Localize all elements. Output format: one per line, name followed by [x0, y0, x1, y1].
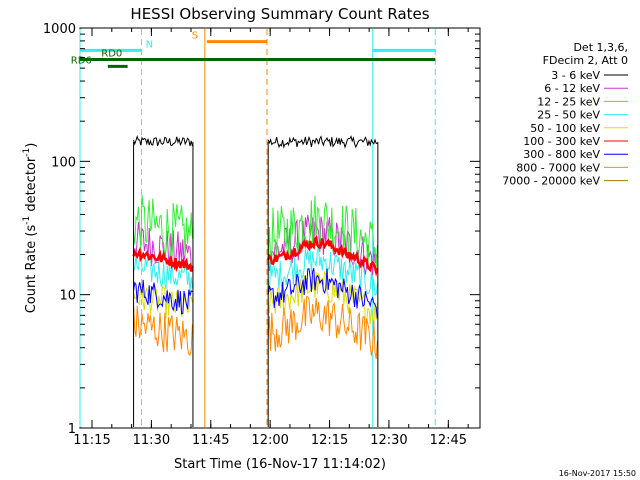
series-trace-1 — [133, 135, 193, 147]
legend-label: 300 - 800 keV — [523, 148, 600, 161]
x-tick-label: 12:45 — [430, 433, 467, 448]
legend-label: 25 - 50 keV — [537, 109, 600, 122]
legend-label: 50 - 100 keV — [530, 122, 600, 135]
flag-label-n: N — [146, 39, 153, 50]
series-trace-6 — [267, 235, 379, 277]
series-trace-7 — [267, 267, 378, 319]
legend-header-1: Det 1,3,6, — [573, 41, 628, 54]
x-axis-label: Start Time (16-Nov-17 11:14:02) — [174, 457, 386, 472]
series-trace-4 — [133, 252, 193, 293]
series-trace-1 — [267, 135, 378, 149]
y-tick-label: 1 — [68, 422, 76, 437]
x-tick-label: 12:30 — [370, 433, 407, 448]
legend-label: 800 - 7000 keV — [516, 161, 600, 174]
x-tick-label: 12:15 — [311, 433, 348, 448]
flag-label-s: S — [192, 31, 198, 42]
y-axis-label-main: Count Rate (s — [24, 225, 39, 314]
legend-header-2: FDecim 2, Att 0 — [543, 54, 628, 67]
series-trace-8 — [133, 305, 193, 357]
y-tick-label: 10 — [59, 289, 76, 304]
y-axis-label-mid: detector — [24, 156, 39, 216]
legend-label: 6 - 12 keV — [544, 82, 600, 95]
x-tick-label: 11:45 — [192, 433, 229, 448]
series-trace-2 — [133, 221, 193, 272]
series-trace-4 — [267, 246, 378, 297]
x-tick-label: 11:30 — [133, 433, 170, 448]
legend-label: 7000 - 20000 keV — [502, 175, 600, 188]
series-group — [132, 135, 379, 427]
series-trace-6 — [132, 246, 194, 273]
flag-label-rd6: RD6 — [71, 55, 92, 66]
y-axis-label-sup2: -1 — [22, 148, 32, 157]
series-trace-7 — [133, 279, 193, 315]
series-trace-8 — [267, 295, 378, 360]
series-trace-3 — [133, 194, 193, 260]
x-tick-label: 11:15 — [73, 433, 110, 448]
flag-label-rd0: RD0 — [101, 49, 122, 60]
x-axis: 11:15 11:30 11:45 12:00 12:15 12:30 12:45 — [73, 28, 469, 448]
y-axis: 1 10 100 1000 — [43, 22, 480, 437]
y-tick-label: 1000 — [43, 22, 76, 37]
y-axis-label-sup1: -1 — [22, 216, 32, 225]
footer-timestamp: 16-Nov-2017 15:50 — [559, 469, 636, 478]
flag-bars: N S RD0 RD6 — [71, 31, 436, 68]
legend-label: 3 - 6 keV — [551, 69, 600, 82]
legend-label: 12 - 25 keV — [537, 95, 600, 108]
y-axis-label-end: ) — [24, 143, 39, 148]
y-axis-label: Count Rate (s-1 detector-1) — [22, 143, 39, 314]
legend-label: 100 - 300 keV — [523, 135, 600, 148]
x-tick-label: 12:00 — [251, 433, 288, 448]
chart-title: HESSI Observing Summary Count Rates — [130, 5, 429, 23]
y-tick-label: 100 — [51, 155, 76, 170]
